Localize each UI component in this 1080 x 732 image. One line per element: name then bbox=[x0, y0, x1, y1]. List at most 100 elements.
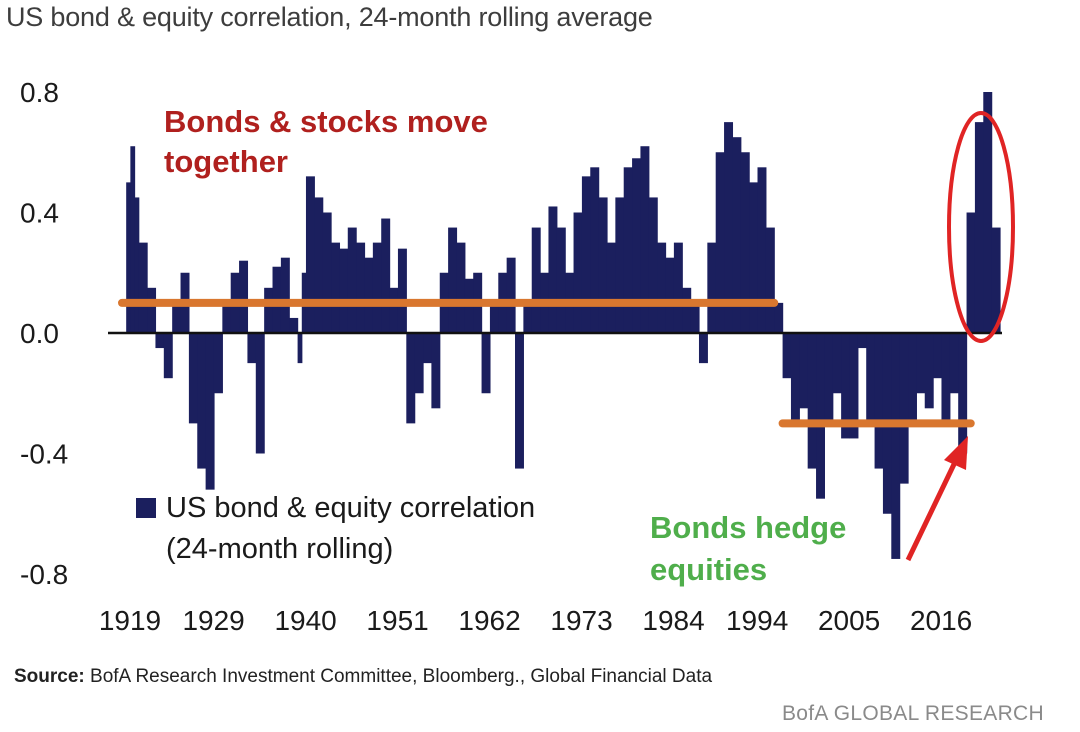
data-bar bbox=[188, 333, 198, 424]
data-bar bbox=[481, 333, 491, 394]
data-bar bbox=[289, 317, 299, 333]
data-bar bbox=[857, 333, 867, 349]
y-tick-label: -0.4 bbox=[20, 439, 68, 470]
y-tick-label: 0.0 bbox=[20, 318, 59, 349]
data-bar bbox=[958, 333, 968, 454]
data-bar bbox=[364, 257, 374, 333]
data-bar bbox=[431, 333, 441, 409]
data-bar bbox=[949, 333, 959, 394]
source-label: Source: bbox=[14, 666, 85, 687]
data-bar bbox=[816, 333, 825, 499]
data-bar bbox=[623, 167, 633, 333]
chart-title: US bond & equity correlation, 24-month r… bbox=[6, 2, 653, 32]
data-bar bbox=[489, 302, 499, 333]
data-bar bbox=[832, 333, 842, 394]
bar-series bbox=[126, 92, 1001, 559]
data-bar bbox=[456, 242, 466, 333]
annotation-hedge-line2: equities bbox=[650, 552, 767, 587]
data-bar bbox=[305, 176, 315, 333]
x-tick-label: 1984 bbox=[642, 605, 704, 636]
data-bar bbox=[606, 242, 616, 333]
data-bar bbox=[874, 333, 884, 469]
data-bar bbox=[749, 182, 759, 333]
data-bar bbox=[924, 333, 934, 409]
data-bar bbox=[757, 167, 767, 333]
x-tick-label: 1919 bbox=[99, 605, 161, 636]
data-bar bbox=[573, 212, 583, 333]
data-bar bbox=[531, 227, 541, 333]
data-bar bbox=[389, 287, 399, 333]
data-bar bbox=[715, 152, 725, 333]
data-bar bbox=[782, 333, 792, 379]
data-bar bbox=[126, 182, 131, 333]
data-bar bbox=[423, 333, 432, 364]
x-tick-label: 1962 bbox=[458, 605, 520, 636]
data-bar bbox=[866, 333, 876, 424]
data-bar bbox=[523, 302, 533, 333]
data-bar bbox=[598, 197, 608, 333]
legend-label-line2: (24-month rolling) bbox=[166, 533, 393, 565]
data-bar bbox=[648, 197, 658, 333]
data-bar bbox=[247, 333, 257, 364]
data-bar bbox=[138, 242, 148, 333]
data-bar bbox=[615, 197, 625, 333]
data-bar bbox=[807, 333, 817, 469]
data-bar bbox=[933, 333, 943, 379]
data-bar bbox=[657, 242, 667, 333]
data-bar bbox=[799, 333, 809, 409]
data-bar bbox=[690, 302, 700, 333]
data-bar bbox=[197, 333, 207, 469]
data-bar bbox=[239, 260, 249, 333]
data-bar bbox=[339, 248, 349, 333]
data-bar bbox=[640, 146, 650, 333]
data-bar bbox=[406, 333, 416, 424]
x-tick-label: 1994 bbox=[726, 605, 788, 636]
data-bar bbox=[941, 333, 951, 424]
x-tick-label: 1973 bbox=[550, 605, 612, 636]
brand-footer: BofA GLOBAL RESEARCH bbox=[782, 702, 1044, 725]
data-bar bbox=[172, 302, 182, 333]
x-tick-label: 1940 bbox=[274, 605, 336, 636]
data-bar bbox=[548, 206, 558, 333]
data-bar bbox=[130, 146, 136, 333]
y-axis-ticks: 0.8 0.4 0.0 -0.4 -0.8 bbox=[20, 77, 68, 590]
data-bar bbox=[732, 137, 742, 333]
data-bar bbox=[966, 212, 976, 333]
data-bar bbox=[297, 333, 303, 364]
x-axis-ticks: 1919 1929 1940 1951 1962 1973 1984 1994 2005 2016 bbox=[99, 605, 972, 636]
data-bar bbox=[899, 333, 909, 484]
data-bar bbox=[163, 333, 173, 379]
data-bar bbox=[347, 227, 357, 333]
data-bar bbox=[205, 333, 215, 490]
data-bar bbox=[916, 333, 926, 394]
data-bar bbox=[632, 158, 642, 333]
data-bar bbox=[556, 227, 566, 333]
data-bar bbox=[381, 218, 391, 333]
source-text: BofA Research Investment Committee, Bloo… bbox=[90, 666, 713, 687]
y-tick-label: 0.8 bbox=[20, 77, 59, 108]
annotation-together-line2: together bbox=[164, 144, 288, 179]
y-tick-label: 0.4 bbox=[20, 198, 59, 229]
data-bar bbox=[707, 242, 717, 333]
data-bar bbox=[849, 333, 859, 439]
data-bar bbox=[891, 333, 901, 559]
data-bar bbox=[314, 197, 324, 333]
data-bar bbox=[155, 333, 165, 349]
data-bar bbox=[372, 242, 382, 333]
data-bar bbox=[397, 248, 407, 333]
legend-label-line1: US bond & equity correlation bbox=[166, 492, 535, 524]
data-bar bbox=[356, 242, 366, 333]
data-bar bbox=[515, 333, 524, 469]
x-tick-label: 2005 bbox=[818, 605, 880, 636]
source-note: Source: BofA Research Investment Committ… bbox=[14, 666, 712, 688]
data-bar bbox=[983, 92, 993, 333]
data-bar bbox=[222, 302, 232, 333]
data-bar bbox=[147, 287, 157, 333]
data-bar bbox=[280, 257, 290, 333]
data-bar bbox=[740, 152, 750, 333]
data-bar bbox=[264, 287, 274, 333]
annotation-together-line1: Bonds & stocks move bbox=[164, 104, 488, 139]
data-bar bbox=[134, 197, 140, 333]
reference-lines bbox=[118, 298, 975, 428]
highlight-circle bbox=[947, 111, 1015, 343]
